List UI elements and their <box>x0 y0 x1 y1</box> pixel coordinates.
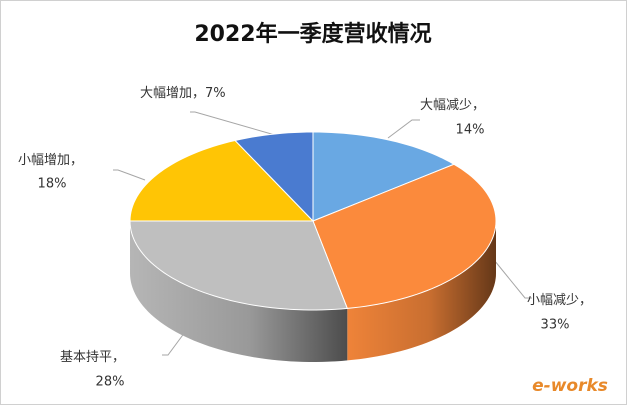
data-label: 大幅减少， <box>420 98 485 113</box>
value-label: 18% <box>38 177 67 192</box>
tops <box>129 131 497 311</box>
slice-side-shade <box>347 221 496 361</box>
category: 基本持平 <box>60 350 112 365</box>
value-label: 7% <box>205 86 226 101</box>
watermark: e-works <box>532 376 608 396</box>
category: 小幅增加 <box>18 153 70 168</box>
value-label: 33% <box>541 318 570 333</box>
slice <box>312 131 456 222</box>
slice-side-shade <box>130 221 348 362</box>
data-label: 大幅增加，7% <box>140 86 226 101</box>
data-label: 小幅减少， <box>527 293 592 308</box>
slice <box>129 139 315 222</box>
separator: ， <box>112 350 125 365</box>
separator: ， <box>472 98 485 113</box>
slice <box>234 131 314 223</box>
data-label: 小幅增加， <box>18 153 83 168</box>
separator: ， <box>579 293 592 308</box>
category: 大幅减少 <box>420 98 472 113</box>
sides <box>130 221 496 362</box>
value-label: 28% <box>96 375 125 390</box>
value-label: 14% <box>456 123 485 138</box>
category: 小幅减少 <box>527 293 579 308</box>
slice <box>129 220 349 311</box>
category: 大幅增加 <box>140 86 192 101</box>
chart-title: 2022年一季度营收情况 <box>194 21 431 47</box>
slice <box>312 163 497 309</box>
separator: ， <box>192 86 205 101</box>
separator: ， <box>70 153 83 168</box>
data-label: 基本持平， <box>60 350 125 365</box>
